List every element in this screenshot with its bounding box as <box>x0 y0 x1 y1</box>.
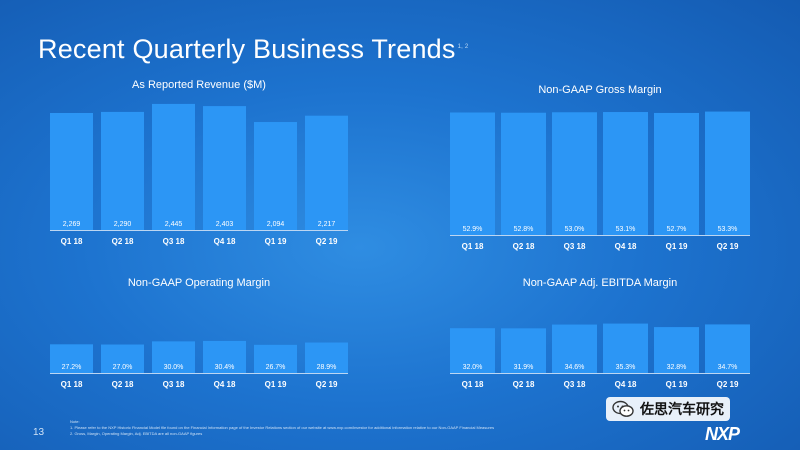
note-2: 2. Gross, Margin, Operating Margin, Adj.… <box>70 431 203 436</box>
chart-title: As Reported Revenue ($M) <box>132 79 266 91</box>
data-label: 52.8% <box>514 226 534 233</box>
data-label: 28.9% <box>317 364 337 371</box>
bar-q3-18 <box>552 324 597 373</box>
bar-q1-19 <box>254 122 297 230</box>
data-label: 2,217 <box>318 221 336 228</box>
data-label: 2,290 <box>114 221 132 228</box>
data-label: 34.7% <box>718 364 738 371</box>
bar-q2-19 <box>705 324 750 373</box>
x-tick-label: Q3 18 <box>564 242 586 251</box>
data-label: 35.3% <box>616 364 636 371</box>
data-label: 2,094 <box>267 221 285 228</box>
bar-q2-19 <box>305 115 348 230</box>
x-tick-label: Q1 18 <box>61 237 83 246</box>
x-tick-label: Q2 19 <box>316 237 338 246</box>
ebitda-margin-chart: Non-GAAP Adj. EBITDA Margin 32.0% Q1 18 31.… <box>450 268 760 398</box>
x-tick-label: Q1 19 <box>265 237 287 246</box>
watermark-text: 佐思汽车研究 <box>640 401 724 417</box>
page-number: 13 <box>33 427 45 438</box>
bar-q1-18 <box>450 328 495 373</box>
note-1: 1. Please refer to the NXP Historic Fina… <box>70 425 495 430</box>
chart-title: Non-GAAP Operating Margin <box>128 277 270 289</box>
x-tick-label: Q3 18 <box>163 237 185 246</box>
x-tick-label: Q1 19 <box>666 380 688 389</box>
data-label: 53.0% <box>565 226 585 233</box>
footnotes: Note: 1. Please refer to the NXP Histori… <box>70 419 494 437</box>
watermark: 佐思汽车研究 <box>606 397 730 421</box>
x-tick-label: Q2 19 <box>316 380 338 389</box>
x-tick-label: Q1 18 <box>462 242 484 251</box>
slide-title: Recent Quarterly Business Trends 1, 2 <box>38 34 468 65</box>
bar-q2-18 <box>101 111 144 230</box>
revenue-chart: As Reported Revenue ($M) 2,269 Q1 18 2,290 Q… <box>50 70 350 255</box>
bar-q1-19 <box>654 112 699 235</box>
wechat-icon <box>612 400 634 417</box>
notes-heading: Note: <box>70 419 80 424</box>
data-label: 2,445 <box>165 221 183 228</box>
slide-title-text: Recent Quarterly Business Trends <box>38 34 456 64</box>
x-tick-label: Q4 18 <box>615 380 637 389</box>
x-tick-label: Q2 18 <box>112 380 134 389</box>
bar-q2-19 <box>305 342 348 373</box>
bar-q4-18 <box>203 106 246 230</box>
data-label: 30.0% <box>164 364 184 371</box>
x-tick-label: Q1 18 <box>61 380 83 389</box>
chart-title: Non-GAAP Gross Margin <box>538 84 661 96</box>
bar-q1-18 <box>450 112 495 235</box>
data-label: 30.4% <box>215 364 235 371</box>
bar-q1-18 <box>50 344 93 373</box>
bar-q3-18 <box>552 112 597 235</box>
bar-q4-18 <box>603 323 648 373</box>
data-label: 2,403 <box>216 221 234 228</box>
bar-q1-19 <box>654 327 699 373</box>
data-label: 32.8% <box>667 364 687 371</box>
x-tick-label: Q2 18 <box>513 242 535 251</box>
x-tick-label: Q3 18 <box>163 380 185 389</box>
x-tick-label: Q1 18 <box>462 380 484 389</box>
data-label: 34.6% <box>565 364 585 371</box>
data-label: 32.0% <box>463 364 483 371</box>
x-tick-label: Q2 18 <box>112 237 134 246</box>
data-label: 2,269 <box>63 221 81 228</box>
bar-q4-18 <box>203 340 246 373</box>
data-label: 52.9% <box>463 226 483 233</box>
data-label: 27.0% <box>113 364 133 371</box>
data-label: 53.3% <box>718 226 738 233</box>
x-tick-label: Q1 19 <box>265 380 287 389</box>
x-tick-label: Q4 18 <box>214 237 236 246</box>
data-label: 31.9% <box>514 364 534 371</box>
bar-q1-18 <box>50 113 93 230</box>
title-superscript: 1, 2 <box>457 44 469 50</box>
x-tick-label: Q2 19 <box>717 380 739 389</box>
bar-q1-19 <box>254 344 297 373</box>
bar-q3-18 <box>152 103 195 230</box>
data-label: 53.1% <box>616 226 636 233</box>
data-label: 27.2% <box>62 364 82 371</box>
operating-margin-chart: Non-GAAP Operating Margin 27.2% Q1 18 27.0%… <box>50 268 350 398</box>
x-tick-label: Q4 18 <box>615 242 637 251</box>
bar-q2-18 <box>501 328 546 373</box>
x-tick-label: Q2 18 <box>513 380 535 389</box>
nxp-logo: NXP <box>705 424 740 444</box>
x-tick-label: Q1 19 <box>666 242 688 251</box>
bar-q4-18 <box>603 112 648 235</box>
data-label: 26.7% <box>266 364 286 371</box>
bar-q3-18 <box>152 341 195 373</box>
bar-q2-18 <box>501 112 546 235</box>
bar-q2-18 <box>101 344 144 373</box>
data-label: 52.7% <box>667 226 687 233</box>
x-tick-label: Q2 19 <box>717 242 739 251</box>
x-tick-label: Q3 18 <box>564 380 586 389</box>
x-tick-label: Q4 18 <box>214 380 236 389</box>
bar-q2-19 <box>705 111 750 235</box>
chart-title: Non-GAAP Adj. EBITDA Margin <box>523 277 677 289</box>
gross-margin-chart: Non-GAAP Gross Margin 52.9% Q1 18 52.8% Q2 1… <box>450 75 760 260</box>
